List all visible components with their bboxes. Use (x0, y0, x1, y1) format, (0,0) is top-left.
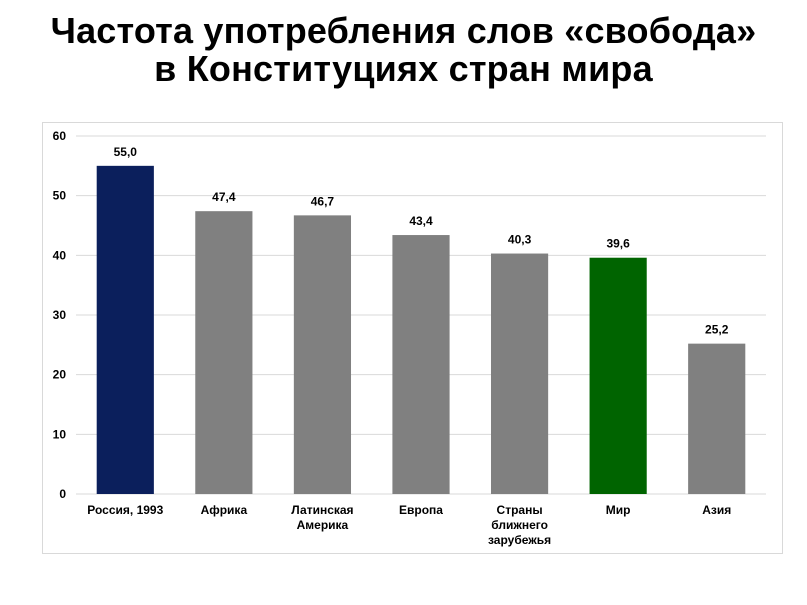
y-tick-label-20: 20 (53, 368, 67, 382)
x-tick-label-line: ближнего (491, 518, 548, 532)
x-tick-label-3: Латинская Америка (291, 503, 353, 532)
bar-5 (490, 253, 549, 494)
data-label-4: 43,4 (409, 214, 433, 228)
data-label-1: 55,0 (114, 145, 138, 159)
data-label-2: 47,4 (212, 190, 236, 204)
y-tick-label-10: 10 (53, 427, 67, 441)
y-tick-label-40: 40 (53, 248, 67, 262)
data-label-6: 39,6 (606, 237, 630, 251)
y-tick-label-0: 0 (59, 487, 66, 501)
bar-6 (589, 257, 647, 494)
x-tick-label-line: Латинская (291, 503, 353, 517)
y-tick-label-50: 50 (53, 189, 67, 203)
data-label-7: 25,2 (705, 323, 729, 337)
x-tick-label-5: Страны ближнего зарубежья (488, 503, 551, 547)
x-tick-label-line: зарубежья (488, 533, 551, 547)
x-tick-label-line: Россия, 1993 (87, 503, 163, 517)
bar-1 (96, 165, 154, 495)
x-tick-label-1: Россия, 1993 (87, 503, 163, 517)
x-tick-label-line: Америка (297, 518, 349, 532)
bar-2 (195, 211, 253, 494)
data-label-5: 40,3 (508, 233, 532, 247)
bar-7 (688, 343, 746, 494)
y-tick-label-60: 60 (53, 129, 67, 143)
chart-title: Частота употребления слов «свобода» в Ко… (0, 12, 807, 88)
x-tick-label-7: Азия (702, 503, 731, 517)
bar-3 (293, 215, 352, 494)
x-tick-label-line: Африка (201, 503, 248, 517)
x-tick-label-4: Европа (399, 503, 443, 517)
bar-4 (392, 235, 450, 494)
x-tick-label-line: Страны (497, 503, 543, 517)
x-tick-label-2: Африка (201, 503, 248, 517)
data-label-3: 46,7 (311, 194, 335, 208)
x-tick-label-line: Европа (399, 503, 443, 517)
x-tick-label-line: Мир (606, 503, 631, 517)
x-tick-label-line: Азия (702, 503, 731, 517)
y-tick-label-30: 30 (53, 308, 67, 322)
x-tick-label-6: Мир (606, 503, 631, 517)
chart-title-line-2: в Конституциях стран мира (154, 48, 653, 89)
chart-title-line-1: Частота употребления слов «свобода» (50, 10, 757, 51)
